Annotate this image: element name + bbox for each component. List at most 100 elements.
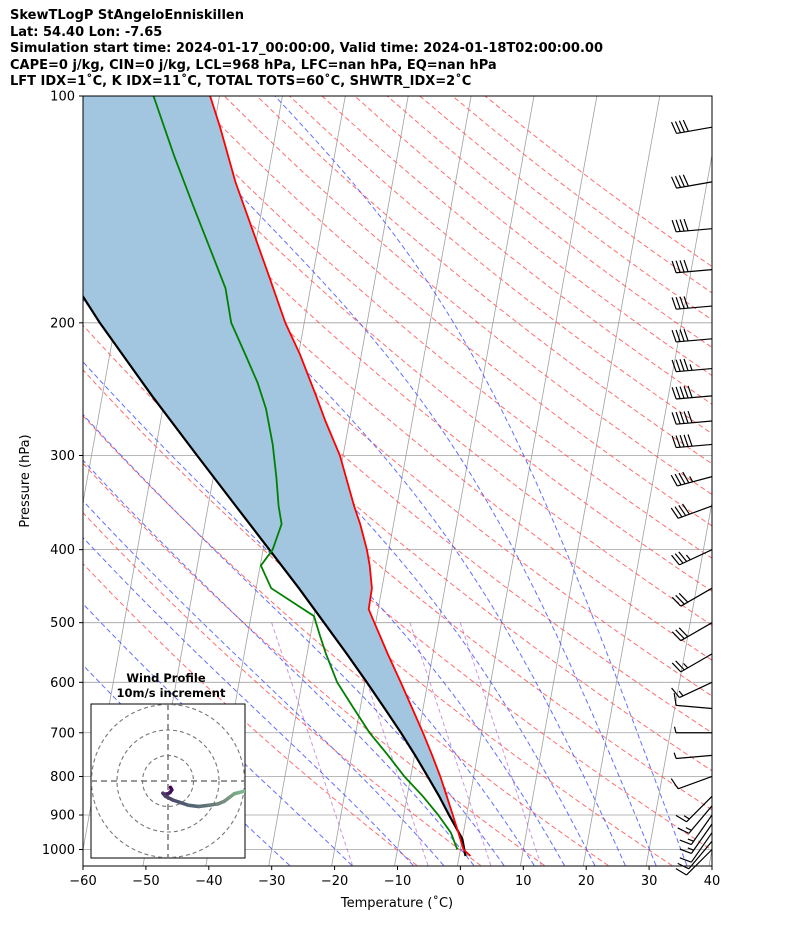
wind-barb xyxy=(671,653,713,673)
barb-flag xyxy=(679,857,692,863)
barb-staff xyxy=(690,814,713,845)
barb-flag xyxy=(678,120,685,133)
barb-flag xyxy=(683,386,689,399)
barb-flag xyxy=(683,259,689,272)
barb-flag xyxy=(679,296,685,309)
barb-flag xyxy=(675,594,685,605)
barb-flag xyxy=(682,174,689,187)
wind-barb xyxy=(675,849,713,876)
barb-flag xyxy=(679,359,685,372)
barb-staff xyxy=(676,228,713,233)
barb-flag xyxy=(675,296,681,310)
barb-flag xyxy=(675,219,681,232)
barb-flag xyxy=(679,386,685,399)
barb-half-flag xyxy=(685,827,692,831)
wind-barb xyxy=(671,259,713,274)
wind-barb xyxy=(671,434,713,449)
barb-flag xyxy=(670,778,679,790)
wind-barb xyxy=(675,795,713,823)
barb-flag xyxy=(678,175,685,187)
barb-flag xyxy=(675,260,681,273)
barb-staff xyxy=(676,704,713,710)
barb-flag xyxy=(673,693,677,706)
stability-indices-1: CAPE=0 j/kg, CIN=0 j/kg, LCL=968 hPa, LF… xyxy=(10,57,497,73)
barb-staff xyxy=(676,338,713,343)
barb-flag xyxy=(682,119,689,132)
barb-flag xyxy=(675,359,681,372)
profiles xyxy=(83,96,472,857)
wind-barb xyxy=(673,693,713,710)
barb-flag xyxy=(682,471,690,484)
barb-flag xyxy=(677,827,690,834)
barb-flag xyxy=(675,868,687,876)
wind-barb xyxy=(673,752,713,760)
barb-staff xyxy=(688,840,713,870)
dry-adiabat-line xyxy=(321,96,712,405)
barb-flag xyxy=(679,329,685,342)
y-tick-label: 700 xyxy=(50,726,75,741)
barb-staff xyxy=(677,505,713,519)
y-tick-label: 800 xyxy=(50,770,75,785)
y-tick-label: 500 xyxy=(50,616,75,631)
isotherm-line xyxy=(520,96,661,866)
x-tick-label: 30 xyxy=(641,874,658,889)
barb-staff xyxy=(686,795,713,823)
y-axis-label: Pressure (hPa) xyxy=(18,434,33,527)
wind-barb xyxy=(671,549,713,566)
wind-barb xyxy=(671,218,713,233)
barb-flag xyxy=(670,474,678,487)
barb-flag xyxy=(678,627,689,638)
barb-flag xyxy=(683,434,689,447)
isotherm-line xyxy=(708,847,712,866)
hodograph-trace-segment xyxy=(250,790,255,791)
wind-barb xyxy=(671,622,713,642)
axes: −60 −50 −40 −30 −20 −10 0 10 20 30 40 100 200 300 400 5… xyxy=(42,90,720,890)
wind-barb xyxy=(670,119,713,135)
hodograph-subtitle: 10m/s increment xyxy=(117,686,226,700)
barb-staff xyxy=(676,420,713,425)
barb-flag xyxy=(671,330,677,343)
barb-flag xyxy=(683,411,689,424)
dry-adiabat-line xyxy=(223,96,712,496)
barb-flag xyxy=(678,504,687,516)
barb-flag xyxy=(687,385,693,398)
dry-adiabat-line xyxy=(83,369,673,866)
barb-flag xyxy=(675,386,681,399)
barb-half-flag xyxy=(673,726,677,733)
wind-barb xyxy=(671,328,713,343)
barb-flag xyxy=(674,473,682,486)
barb-flag xyxy=(674,121,682,133)
y-tick-label: 600 xyxy=(50,676,75,691)
barb-flag xyxy=(687,434,693,447)
barb-staff xyxy=(690,832,713,863)
dry-adiabat-line xyxy=(256,96,712,465)
barb-flag xyxy=(683,218,689,231)
wind-barb xyxy=(670,775,713,790)
simulation-time: Simulation start time: 2024-01-17_00:00:… xyxy=(10,41,603,56)
barb-flag xyxy=(679,848,692,855)
barb-staff xyxy=(680,622,713,642)
hodograph-inset: Wind Profile 10m/s increment xyxy=(90,671,255,859)
barb-staff xyxy=(676,305,713,310)
wind-barb xyxy=(671,385,713,400)
dry-adiabat-line xyxy=(289,96,712,435)
wind-barbs xyxy=(670,119,713,876)
chart-title-block: SkewTLogP StAngeloEnniskillen Lat: 54.40… xyxy=(10,8,603,91)
dry-adiabat-line xyxy=(83,415,609,866)
stability-indices-2: LFT IDX=1˚C, K IDX=11˚C, TOTAL TOTS=60˚C… xyxy=(10,74,472,89)
barb-staff xyxy=(676,269,713,274)
isotherm-line xyxy=(772,96,794,865)
barb-staff xyxy=(676,367,713,373)
barb-staff xyxy=(676,395,713,400)
wind-barb xyxy=(671,358,713,373)
dry-adiabat-line xyxy=(386,96,712,349)
barb-flag xyxy=(671,412,677,425)
barb-flag xyxy=(679,434,685,448)
moist-adiabat-line xyxy=(83,134,626,866)
barb-flag xyxy=(678,592,689,603)
y-tick-label: 300 xyxy=(50,449,75,464)
hodograph-plot xyxy=(91,704,255,858)
isotherm-line xyxy=(582,152,712,866)
barb-flag xyxy=(674,553,684,564)
dry-adiabat-line xyxy=(419,96,712,321)
